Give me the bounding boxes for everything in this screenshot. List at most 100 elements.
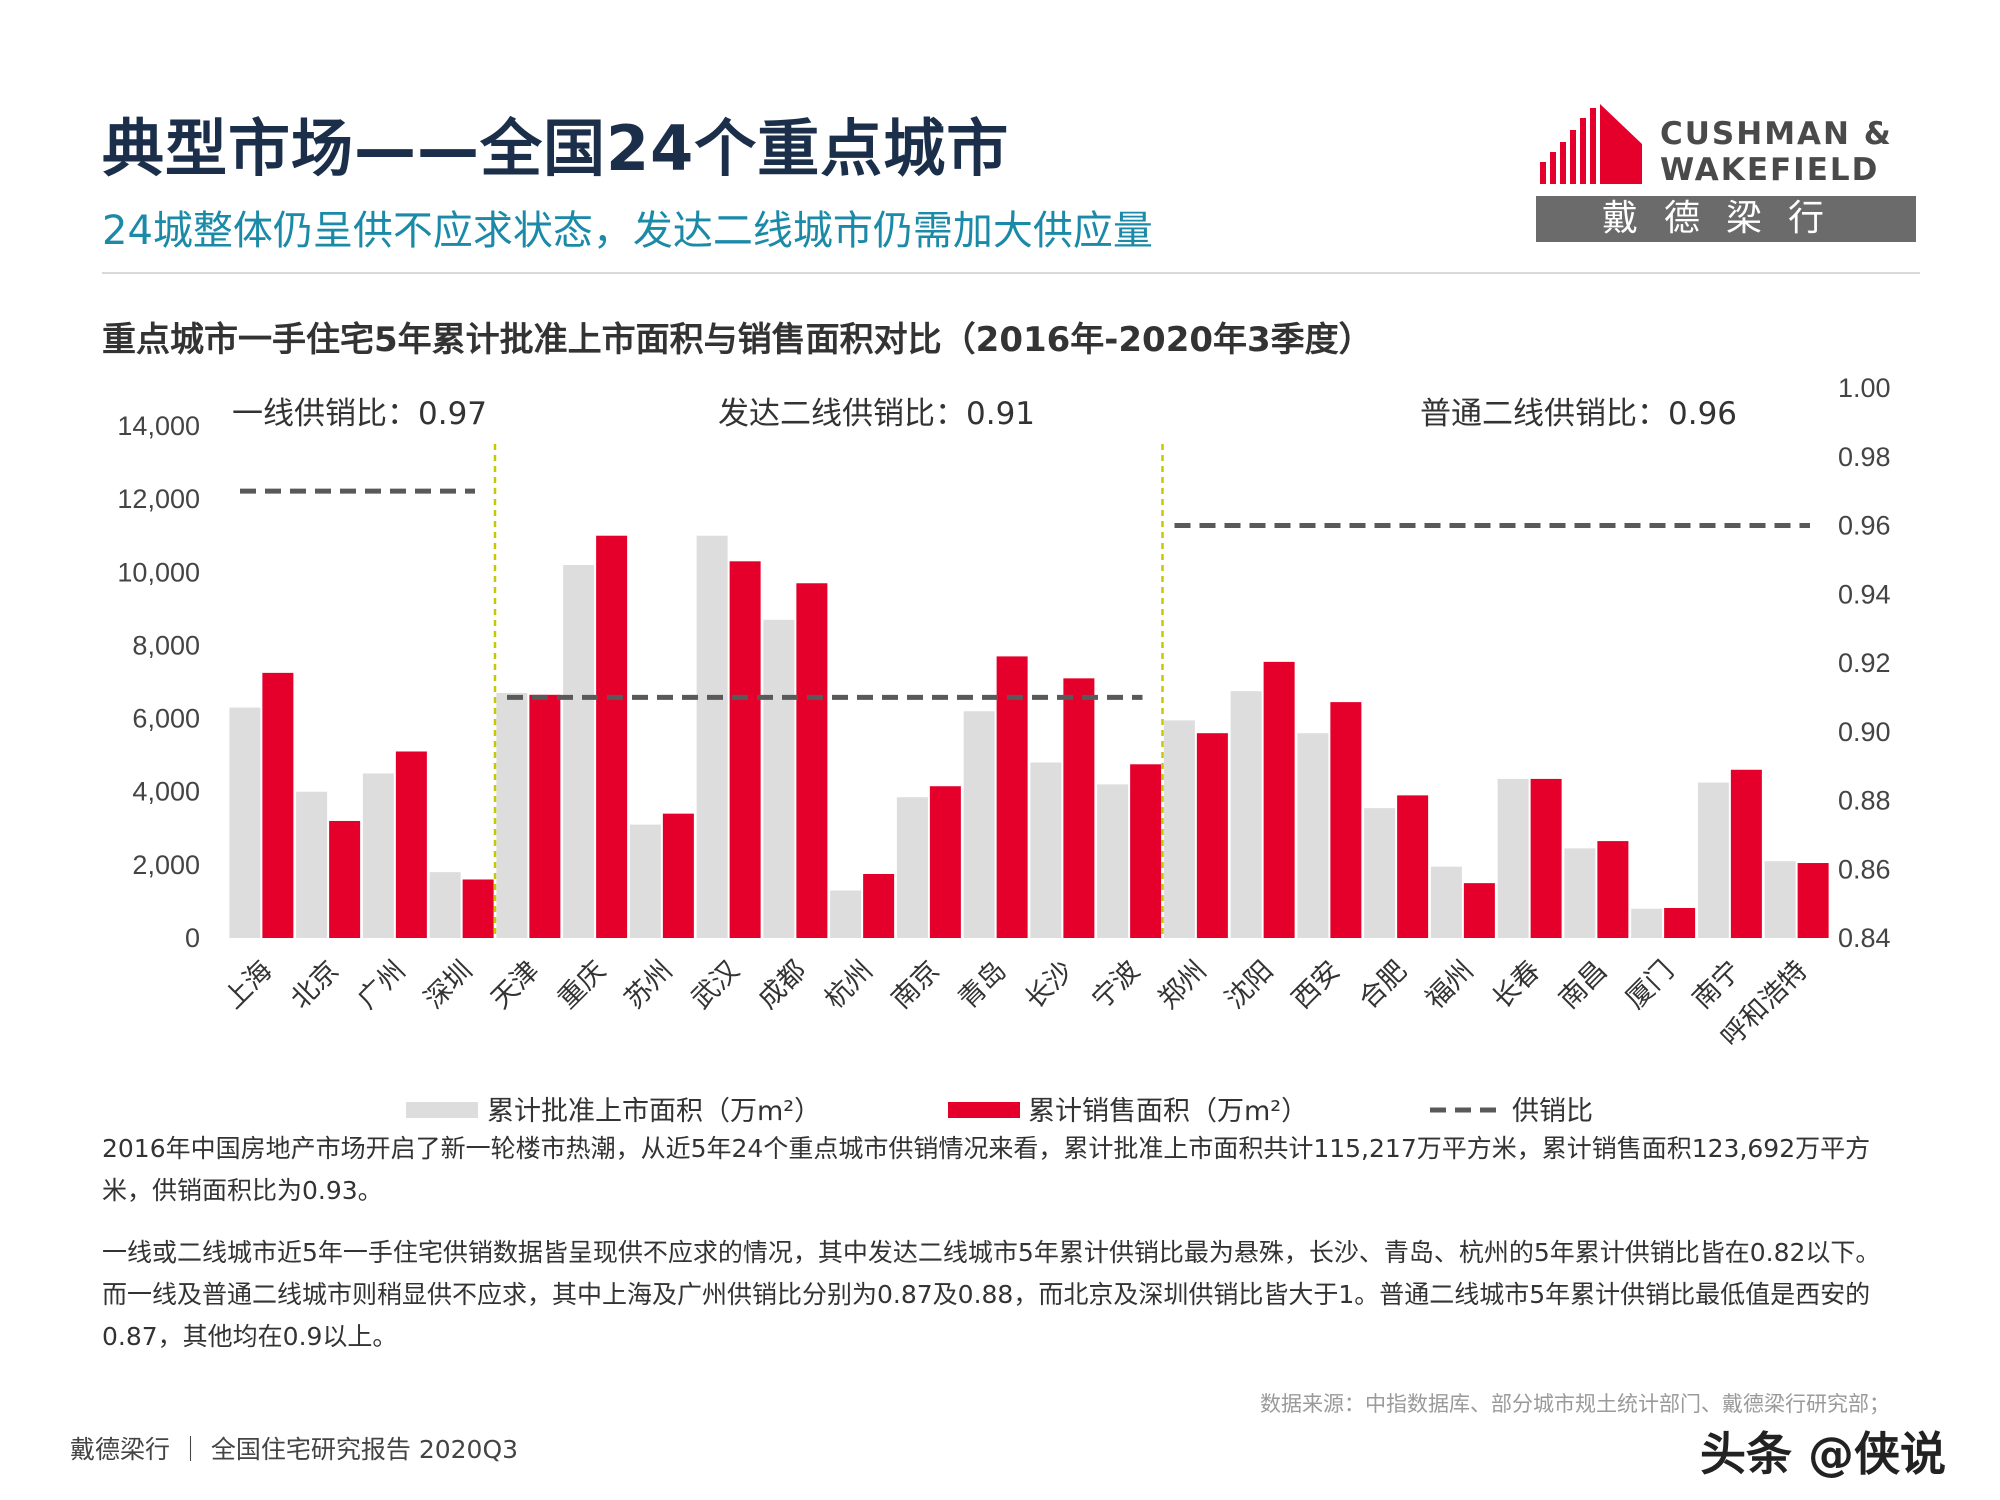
x-tick-label: 深圳 — [418, 955, 478, 1015]
bar-chart: 0 2,000 4,000 6,000 8,000 10,000 12,000 14,000 0… — [117, 373, 1891, 1127]
bar-approved-青岛 — [963, 711, 995, 938]
bar-sold-深圳 — [462, 879, 494, 938]
x-tick-label: 杭州 — [819, 955, 879, 1015]
bar-approved-上海 — [229, 707, 261, 938]
x-tick-label: 南京 — [886, 955, 946, 1015]
x-tick-label: 南昌 — [1553, 955, 1613, 1015]
y-right-tick-label: 0.96 — [1838, 511, 1891, 541]
y-left-tick-label: 10,000 — [117, 557, 200, 587]
bar-approved-呼和浩特 — [1764, 861, 1796, 938]
y-left-tick-label: 4,000 — [132, 777, 200, 807]
y-right-tick-label: 0.86 — [1838, 854, 1891, 884]
y-right-tick-label: 0.90 — [1838, 717, 1891, 747]
bar-approved-广州 — [362, 773, 394, 938]
x-tick-label: 武汉 — [685, 955, 745, 1015]
paragraph-2: 一线或二线城市近5年一手住宅供销数据皆呈现供不应求的情况，其中发达二线城市5年累… — [102, 1238, 1881, 1351]
y-right-tick-label: 0.98 — [1838, 442, 1891, 472]
bar-sold-呼和浩特 — [1797, 863, 1829, 938]
bar-approved-深圳 — [429, 872, 461, 938]
bar-sold-长沙 — [1063, 678, 1095, 938]
bar-approved-苏州 — [629, 824, 661, 938]
y-left-tick-label: 0 — [185, 923, 200, 953]
x-tick-label: 合肥 — [1353, 955, 1413, 1015]
bar-approved-长沙 — [1030, 762, 1062, 938]
y-left-tick-label: 12,000 — [117, 484, 200, 514]
logo-line-1: CUSHMAN & — [1660, 116, 1893, 152]
x-tick-label: 广州 — [352, 955, 412, 1015]
bar-sold-合肥 — [1397, 795, 1429, 938]
bar-sold-上海 — [262, 672, 294, 938]
bar-sold-厦门 — [1664, 908, 1696, 938]
bar-approved-南昌 — [1564, 848, 1596, 938]
bar-approved-天津 — [496, 692, 528, 938]
logo-chinese-name: 戴德梁行 — [1536, 196, 1916, 242]
legend-swatch-approved — [406, 1102, 478, 1118]
bar-approved-福州 — [1430, 866, 1462, 938]
y-left-tick-label: 8,000 — [132, 630, 200, 660]
group-ratio-label: 普通二线供销比：0.96 — [1420, 396, 1737, 432]
x-tick-label: 西安 — [1286, 955, 1346, 1015]
chart-title: 重点城市一手住宅5年累计批准上市面积与销售面积对比（2016年-2020年3季度… — [102, 320, 1373, 360]
logo-wordmark: CUSHMAN & WAKEFIELD — [1660, 116, 1893, 188]
bar-approved-长春 — [1497, 778, 1529, 938]
bar-approved-郑州 — [1163, 720, 1195, 938]
x-tick-label: 南宁 — [1687, 955, 1747, 1015]
y-right-tick-label: 0.94 — [1838, 579, 1891, 609]
data-source-note: 数据来源：中指数据库、部分城市规土统计部门、戴德梁行研究部； — [1260, 1392, 1890, 1416]
x-tick-label: 长春 — [1486, 955, 1546, 1015]
bar-approved-成都 — [763, 619, 795, 938]
bar-sold-青岛 — [996, 656, 1028, 938]
legend-label-sold: 累计销售面积（万m²） — [1028, 1096, 1308, 1127]
bar-approved-西安 — [1297, 733, 1329, 938]
legend-label-ratio: 供销比 — [1512, 1096, 1593, 1127]
bar-approved-北京 — [296, 791, 328, 938]
y-left-tick-label: 6,000 — [132, 704, 200, 734]
page-title: 典型市场——全国24个重点城市 — [102, 112, 1010, 185]
bar-sold-武汉 — [729, 561, 761, 938]
bar-approved-宁波 — [1097, 784, 1129, 938]
x-tick-label: 苏州 — [619, 955, 679, 1015]
bar-sold-成都 — [796, 583, 828, 938]
y-right-tick-label: 0.92 — [1838, 648, 1891, 678]
bar-approved-南京 — [896, 797, 928, 938]
header-divider — [102, 272, 1920, 274]
y-left-tick-label: 14,000 — [117, 411, 200, 441]
bar-approved-合肥 — [1364, 808, 1396, 938]
bar-sold-重庆 — [596, 535, 628, 938]
bar-sold-南宁 — [1730, 769, 1762, 938]
group-ratio-label: 发达二线供销比：0.91 — [718, 396, 1035, 432]
bar-sold-北京 — [329, 820, 361, 938]
bar-sold-福州 — [1463, 883, 1495, 938]
bar-sold-长春 — [1530, 778, 1562, 938]
bar-sold-南昌 — [1597, 841, 1629, 938]
x-tick-label: 重庆 — [552, 955, 612, 1015]
bar-approved-重庆 — [563, 564, 595, 938]
legend-swatch-sold — [948, 1102, 1020, 1118]
bar-sold-郑州 — [1196, 733, 1228, 938]
building-bars-icon — [1540, 104, 1642, 184]
bar-approved-厦门 — [1631, 908, 1663, 938]
bar-sold-南京 — [929, 786, 961, 938]
watermark: 头条 @侠说 — [1700, 1427, 1947, 1481]
bar-sold-天津 — [529, 694, 561, 938]
page-subtitle: 24城整体仍呈供不应求状态，发达二线城市仍需加大供应量 — [102, 208, 1153, 254]
x-tick-label: 福州 — [1420, 955, 1480, 1015]
company-logo: CUSHMAN & WAKEFIELD 戴德梁行 — [1532, 100, 1917, 244]
bar-sold-西安 — [1330, 702, 1362, 938]
x-tick-label: 青岛 — [952, 955, 1012, 1015]
y-left-tick-label: 2,000 — [132, 850, 200, 880]
y-right-tick-label: 1.00 — [1838, 373, 1891, 403]
x-tick-label: 北京 — [285, 955, 345, 1015]
bar-approved-杭州 — [830, 890, 862, 938]
page-footer: 戴德梁行 ｜ 全国住宅研究报告 2020Q3 — [70, 1435, 519, 1464]
group-ratio-label: 一线供销比：0.97 — [232, 396, 487, 432]
bar-sold-苏州 — [662, 813, 694, 938]
bar-approved-南宁 — [1697, 782, 1729, 938]
bar-approved-沈阳 — [1230, 691, 1262, 938]
bar-sold-广州 — [395, 751, 427, 938]
x-tick-label: 天津 — [485, 955, 545, 1015]
y-right-tick-label: 0.84 — [1838, 923, 1891, 953]
x-tick-label: 厦门 — [1620, 955, 1680, 1015]
bar-sold-杭州 — [863, 874, 895, 938]
x-tick-label: 上海 — [218, 955, 278, 1015]
